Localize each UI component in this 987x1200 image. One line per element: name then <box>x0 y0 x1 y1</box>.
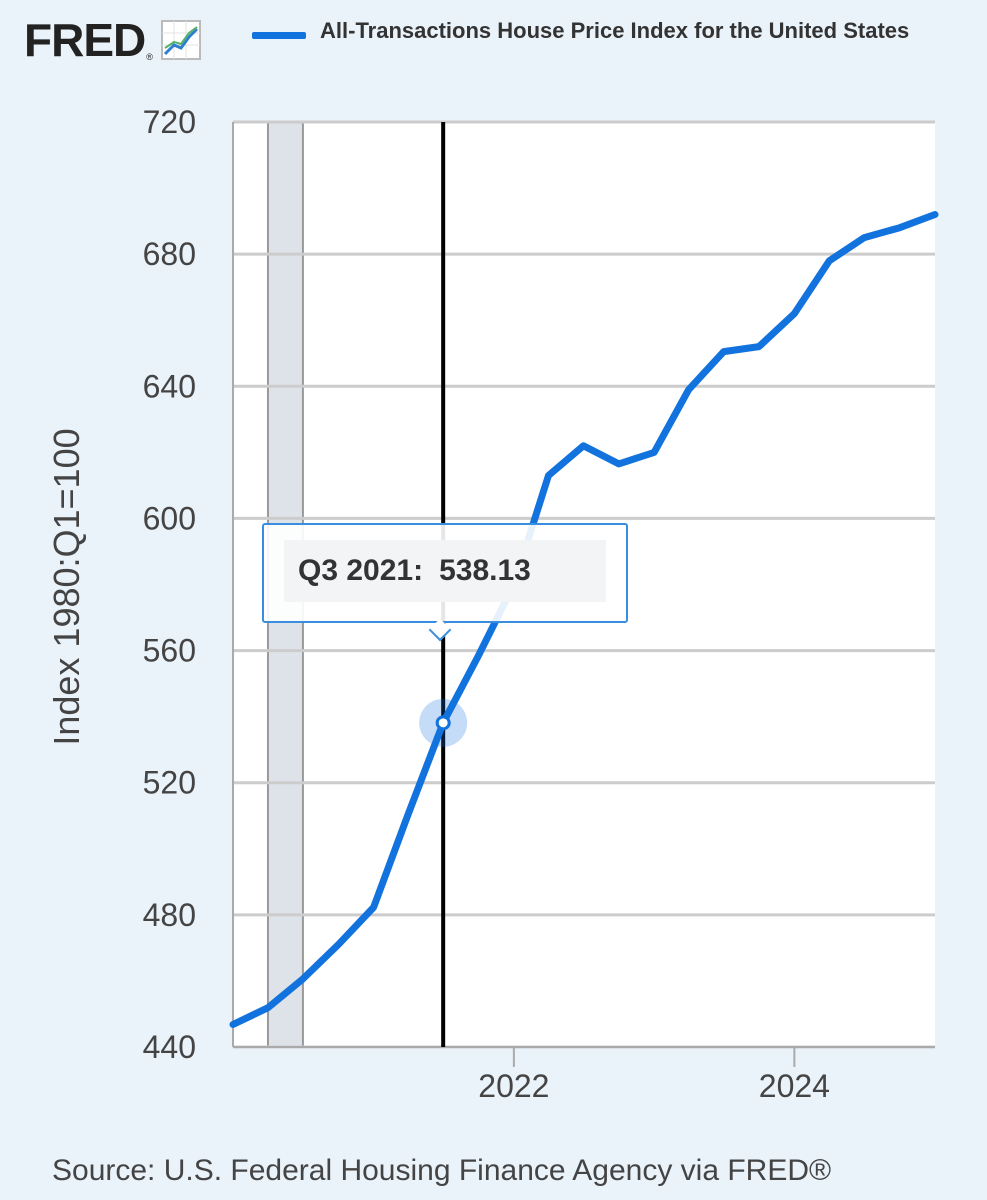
series-line[interactable] <box>229 211 939 1028</box>
legend-swatch <box>252 32 306 39</box>
line-chart-icon <box>160 20 201 65</box>
data-point[interactable] <box>791 311 797 317</box>
data-point[interactable] <box>616 461 622 467</box>
y-tick-label: 480 <box>143 897 196 933</box>
data-point[interactable] <box>335 942 341 948</box>
x-tick-label: 2024 <box>759 1068 830 1104</box>
x-tick-label: 2022 <box>478 1068 549 1104</box>
data-point[interactable] <box>580 443 586 449</box>
data-point[interactable] <box>686 387 692 393</box>
data-point[interactable] <box>651 449 657 455</box>
data-point[interactable] <box>721 349 727 355</box>
y-tick-label: 520 <box>143 765 196 801</box>
data-point[interactable] <box>861 235 867 241</box>
tooltip-content: Q3 2021: 538.13 <box>284 540 606 602</box>
data-point[interactable] <box>265 1005 271 1011</box>
data-point[interactable] <box>826 258 832 264</box>
chart-legend[interactable]: All-Transactions House Price Index for t… <box>252 16 920 46</box>
data-point[interactable] <box>756 344 762 350</box>
data-point[interactable] <box>897 225 903 231</box>
data-point[interactable] <box>300 976 306 982</box>
fred-logo[interactable]: FRED ® <box>24 14 201 66</box>
y-tick-label: 440 <box>143 1029 196 1065</box>
data-point[interactable] <box>371 904 377 910</box>
tooltip-date: Q3 2021: <box>298 554 424 587</box>
tooltip-value: 538.13 <box>439 554 531 587</box>
data-point[interactable] <box>230 1022 236 1028</box>
data-point[interactable] <box>545 472 551 478</box>
fred-logo-text: FRED <box>24 14 146 66</box>
data-point[interactable] <box>405 811 411 817</box>
y-tick-label: 720 <box>143 104 196 140</box>
data-point[interactable] <box>476 653 482 659</box>
hover-marker[interactable] <box>435 715 451 731</box>
data-point[interactable] <box>932 212 938 218</box>
registered-mark: ® <box>146 52 153 62</box>
chart-header: FRED ® All-Transactions House Price Inde… <box>0 0 987 100</box>
y-tick-label: 600 <box>143 500 196 536</box>
y-tick-label: 560 <box>143 633 196 669</box>
tooltip: Q3 2021: 538.13 <box>262 523 628 642</box>
y-tick-label: 680 <box>143 236 196 272</box>
legend-series-label: All-Transactions House Price Index for t… <box>320 18 910 43</box>
source-note: Source: U.S. Federal Housing Finance Age… <box>52 1154 832 1187</box>
y-tick-label: 640 <box>143 368 196 404</box>
